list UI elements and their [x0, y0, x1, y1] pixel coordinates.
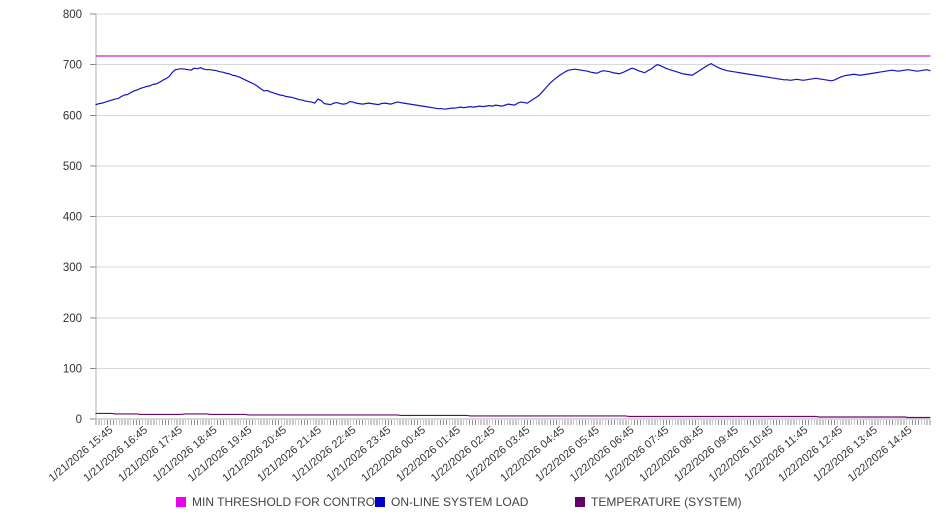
- y-axis-tick-label: 800: [63, 9, 82, 21]
- y-axis-tick-label: 700: [63, 60, 82, 72]
- legend-label: ON-LINE SYSTEM LOAD: [391, 495, 529, 509]
- legend-swatch: [176, 497, 186, 507]
- y-axis-tick-label: 200: [63, 313, 82, 325]
- y-axis-tick-label: 0: [76, 414, 82, 426]
- legend-group: MIN THRESHOLD FOR CONTROL ON-LINE SYSTEM …: [176, 495, 741, 509]
- y-axis-tick-label: 600: [63, 110, 82, 122]
- series-line-temperature-system: [95, 412, 931, 419]
- x-axis-minor-ticks-group: [95, 420, 931, 425]
- legend-label: MIN THRESHOLD FOR CONTROL: [192, 495, 382, 509]
- y-axis-tick-label: 100: [63, 363, 82, 375]
- axis-lines-group: [95, 14, 930, 420]
- y-axis-tick-label: 500: [63, 161, 82, 173]
- y-axis-tick-label: 300: [63, 262, 82, 274]
- series-line-on-line-system-load: [95, 63, 931, 110]
- data-series-group: [95, 55, 931, 419]
- legend-swatch: [575, 497, 585, 507]
- legend-label: TEMPERATURE (SYSTEM): [591, 495, 741, 509]
- y-axis-labels-group: 0 100 200 300 400 500 600 700 800: [63, 9, 82, 426]
- legend-swatch: [375, 497, 385, 507]
- y-axis-tick-label: 400: [63, 212, 82, 224]
